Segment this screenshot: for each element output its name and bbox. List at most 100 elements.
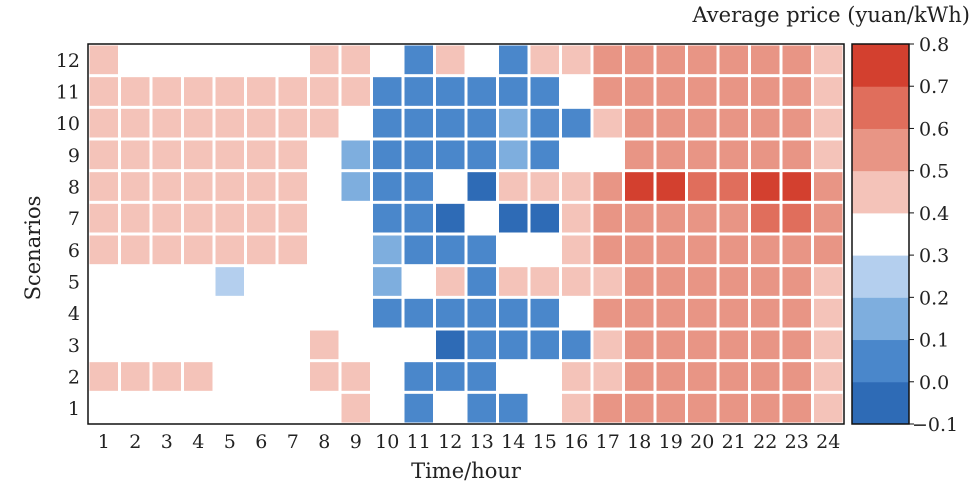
heatmap-cell (310, 393, 339, 423)
heatmap-cell (152, 77, 181, 106)
heatmap-cell (751, 393, 780, 423)
heatmap-cell (656, 45, 685, 75)
heatmap-cell (782, 77, 811, 106)
heatmap-cell (530, 362, 559, 391)
heatmap-cell (814, 267, 843, 296)
y-tick-label: 5 (68, 272, 80, 294)
heatmap-cell (625, 172, 654, 201)
y-tick-label: 4 (68, 303, 80, 325)
heatmap-cell (499, 172, 528, 201)
heatmap-cell (436, 108, 465, 138)
heatmap-cell (499, 330, 528, 360)
heatmap-cell (625, 77, 654, 106)
heatmap-cell (310, 140, 339, 170)
heatmap-cell (499, 298, 528, 328)
heatmap-cell (247, 108, 276, 138)
heatmap-cell (656, 235, 685, 265)
heatmap-cell (184, 362, 213, 391)
heatmap-cell (530, 77, 559, 106)
heatmap-cell (688, 77, 717, 106)
heatmap-cell (373, 298, 402, 328)
heatmap-cell (152, 298, 181, 328)
heatmap-cell (530, 235, 559, 265)
colorbar-frame (851, 43, 910, 425)
heatmap-cell (89, 298, 118, 328)
heatmap-cell (625, 235, 654, 265)
heatmap-cell (89, 362, 118, 391)
heatmap-cell (625, 393, 654, 423)
colorbar-segment (852, 86, 909, 129)
x-tick-label: 13 (470, 431, 494, 453)
heatmap-cell (688, 393, 717, 423)
heatmap-cell (215, 267, 244, 296)
heatmap-cell (310, 203, 339, 233)
heatmap-cell (719, 140, 748, 170)
heatmap-cell (278, 235, 307, 265)
heatmap-cell (656, 298, 685, 328)
heatmap-cell (341, 235, 370, 265)
heatmap-cell (814, 45, 843, 75)
heatmap-cell (656, 267, 685, 296)
heatmap-cell (310, 362, 339, 391)
heatmap-cell (467, 267, 496, 296)
heatmap-cell (656, 330, 685, 360)
colorbar-tick-label: 0.5 (919, 161, 949, 183)
heatmap-cell (782, 235, 811, 265)
heatmap-cell (278, 330, 307, 360)
heatmap-cell (341, 267, 370, 296)
heatmap-cell (373, 267, 402, 296)
colorbar-tick-label: −0.1 (912, 414, 958, 436)
heatmap-cell (184, 172, 213, 201)
heatmap-cell (247, 77, 276, 106)
heatmap-cell (215, 172, 244, 201)
heatmap-cell (688, 108, 717, 138)
heatmap-cell (278, 140, 307, 170)
heatmap-cell (152, 140, 181, 170)
heatmap-cell (121, 172, 150, 201)
heatmap-cell (814, 393, 843, 423)
heatmap-cell (625, 298, 654, 328)
x-tick-label: 3 (161, 431, 173, 453)
heatmap-cell (89, 203, 118, 233)
heatmap-cell (814, 108, 843, 138)
heatmap-cell (562, 330, 591, 360)
heatmap-cell (499, 45, 528, 75)
heatmap-cell (751, 203, 780, 233)
heatmap-cell (215, 77, 244, 106)
colorbar-tick-label: 0.6 (919, 118, 949, 140)
heatmap-cell (562, 45, 591, 75)
heatmap-cell (215, 393, 244, 423)
heatmap-cell (247, 362, 276, 391)
heatmap-cell (688, 140, 717, 170)
colorbar-segment (852, 170, 909, 214)
heatmap-cell (719, 203, 748, 233)
heatmap-cell (373, 45, 402, 75)
heatmap-cell (404, 203, 433, 233)
heatmap-cell (751, 140, 780, 170)
heatmap-cell (814, 298, 843, 328)
heatmap-cell (562, 393, 591, 423)
plot-frame (87, 43, 845, 425)
heatmap-cell (247, 330, 276, 360)
heatmap-cell (89, 45, 118, 75)
heatmap-cell (436, 267, 465, 296)
heatmap-cell (215, 330, 244, 360)
heatmap-cell (625, 203, 654, 233)
heatmap-cell (404, 140, 433, 170)
heatmap-cell (121, 267, 150, 296)
heatmap-cell (814, 362, 843, 391)
heatmap-cell (152, 203, 181, 233)
heatmap-cell (499, 77, 528, 106)
heatmap-cell (814, 172, 843, 201)
heatmap-cell (593, 267, 622, 296)
heatmap-cell (782, 172, 811, 201)
heatmap-cell (121, 140, 150, 170)
heatmap-cell (310, 235, 339, 265)
heatmap-cell (719, 330, 748, 360)
colorbar-segment (852, 212, 909, 256)
y-tick-label: 12 (56, 50, 80, 72)
heatmap-cell (89, 172, 118, 201)
heatmap-cells (89, 45, 843, 423)
colorbar-tick-label: 0.8 (919, 34, 949, 56)
